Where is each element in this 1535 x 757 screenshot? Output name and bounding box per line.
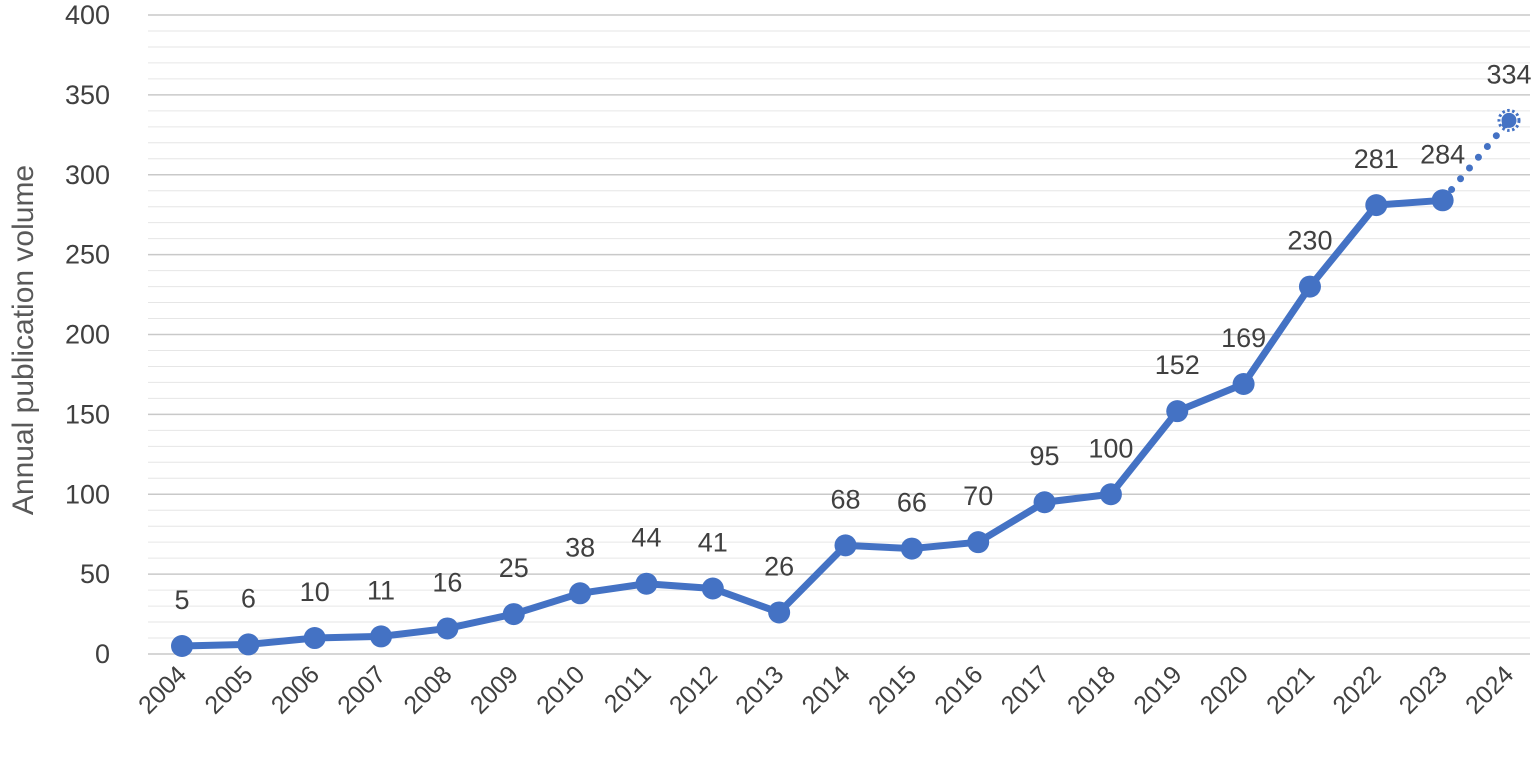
y-axis-tick-labels: 0 50 100 150 200 250 300 350 400 (65, 0, 110, 669)
y-tick-label: 150 (65, 399, 110, 429)
x-tick-label: 2009 (465, 660, 524, 719)
data-point (1232, 373, 1255, 396)
data-label: 5 (174, 585, 189, 615)
data-point (171, 635, 193, 658)
data-point (1099, 483, 1122, 506)
series-line-solid (178, 196, 1447, 650)
data-point-projected-ring (1497, 108, 1521, 132)
x-tick-label: 2021 (1261, 660, 1320, 719)
data-point (768, 601, 791, 624)
data-point (1298, 275, 1321, 298)
y-tick-label: 0 (95, 639, 110, 669)
series-line-projected (1439, 116, 1513, 204)
data-labels: 5 6 10 11 16 25 38 44 41 26 68 66 70 95 100 152 169 230 28… (174, 59, 1531, 615)
y-tick-label: 100 (65, 479, 110, 509)
data-label: 38 (565, 532, 595, 562)
data-label: 6 (241, 583, 256, 613)
x-tick-label: 2004 (133, 660, 192, 719)
x-tick-label: 2011 (599, 660, 657, 718)
x-tick-label: 2014 (797, 660, 856, 719)
data-label: 16 (432, 567, 462, 597)
data-label: 10 (300, 577, 330, 607)
x-tick-label: 2019 (1128, 660, 1187, 719)
data-point (701, 577, 724, 600)
data-point (1365, 194, 1388, 217)
data-point (1033, 491, 1056, 514)
x-tick-label: 2020 (1195, 660, 1254, 719)
data-point (303, 627, 326, 650)
data-label: 334 (1486, 59, 1531, 89)
data-label: 100 (1088, 433, 1133, 463)
data-label: 68 (830, 484, 860, 514)
y-tick-label: 300 (65, 160, 110, 190)
y-tick-label: 400 (65, 0, 110, 30)
data-point-projected (1501, 112, 1517, 128)
x-tick-label: 2016 (929, 660, 988, 719)
data-point (635, 572, 658, 595)
data-point (834, 534, 857, 557)
data-label: 281 (1354, 144, 1399, 174)
series-markers (171, 108, 1521, 658)
minor-gridlines (148, 30, 1530, 639)
x-axis-tick-labels: 2004 2005 2006 2007 2008 2009 2010 2011 2012 2013… (133, 660, 1519, 719)
y-tick-label: 350 (65, 80, 110, 110)
data-point (1431, 189, 1454, 212)
major-gridlines (148, 14, 1530, 655)
data-label: 41 (698, 528, 728, 558)
data-point (436, 617, 459, 640)
x-tick-label: 2015 (863, 660, 922, 719)
y-axis-label: Annual publication volume (7, 165, 40, 515)
y-tick-label: 50 (80, 559, 110, 589)
x-tick-label: 2008 (399, 660, 458, 719)
data-label: 152 (1155, 350, 1200, 380)
x-tick-label: 2018 (1062, 660, 1121, 719)
data-label: 66 (897, 488, 927, 518)
x-tick-label: 2007 (332, 660, 391, 719)
data-point (502, 603, 525, 626)
data-label: 230 (1287, 226, 1332, 256)
data-point (967, 531, 990, 554)
series-line (178, 116, 1513, 650)
x-tick-label: 2023 (1394, 660, 1453, 719)
data-point (900, 537, 923, 560)
x-tick-label: 2012 (664, 660, 723, 719)
x-tick-label: 2013 (730, 660, 789, 719)
data-label: 11 (367, 575, 395, 605)
x-tick-label: 2010 (531, 660, 590, 719)
data-label: 44 (631, 523, 661, 553)
data-label: 95 (1030, 441, 1060, 471)
data-point (569, 582, 592, 605)
data-point (237, 633, 260, 656)
data-point (1166, 400, 1189, 423)
x-tick-label: 2024 (1460, 660, 1519, 719)
data-label: 25 (499, 553, 529, 583)
data-label: 284 (1420, 139, 1465, 169)
data-point (370, 625, 393, 648)
data-label: 169 (1221, 323, 1266, 353)
y-tick-label: 250 (65, 240, 110, 270)
x-tick-label: 2022 (1327, 660, 1386, 719)
x-tick-label: 2005 (199, 660, 258, 719)
x-tick-label: 2006 (266, 660, 325, 719)
x-tick-label: 2017 (996, 660, 1055, 719)
data-label: 70 (963, 481, 993, 511)
y-tick-label: 200 (65, 320, 110, 350)
data-label: 26 (764, 551, 794, 581)
